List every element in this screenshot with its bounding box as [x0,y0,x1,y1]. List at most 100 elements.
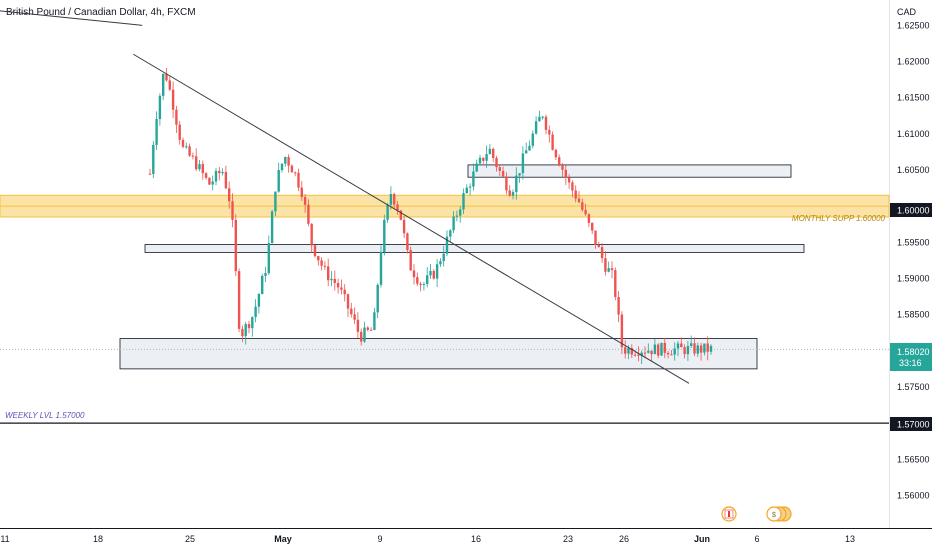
current-price-badge [890,343,932,371]
candle-body [247,324,251,329]
candle-body [577,198,581,203]
candle-body [673,348,676,355]
candle-body [614,270,617,298]
price-tick-label: 1.56000 [897,490,930,500]
candle-body [620,314,624,348]
candle-body [198,164,201,170]
candle-body [531,133,534,146]
candle-body [696,345,699,354]
candle-body [303,196,307,205]
candle-body [676,343,680,349]
candle-body [343,289,346,295]
candle-body [379,251,383,285]
candle-body [422,284,426,286]
candle-body [426,275,429,285]
candle-body [643,352,647,354]
candle-body [647,350,650,353]
candle-body [155,118,158,145]
candle-body [584,209,587,215]
candle-body [610,268,614,271]
candle-body [386,204,389,220]
candle-body [356,319,360,332]
candle-body [346,294,350,309]
candle-body [175,109,178,125]
candle-body [162,73,165,96]
candle-body [666,352,670,355]
candle-body [435,264,439,279]
candle-body [211,181,214,185]
support-box[interactable] [144,244,805,253]
candle-body [564,169,567,178]
candle-body [627,348,630,354]
candle-body [429,270,432,276]
resistance-box[interactable] [467,164,792,178]
candle-body [558,157,561,166]
candle-body [640,352,643,356]
candle-body [680,343,683,348]
candle-body [604,258,607,272]
candle-body [544,116,548,130]
time-tick-label: 25 [185,534,195,544]
candle-body [195,156,198,170]
price-axis[interactable]: 1.62500 1.62000 1.61500 1.61000 1.60500 1.595… [897,20,930,500]
candle-body [412,270,416,278]
candle-body [320,260,323,266]
candles-group [148,68,713,365]
candle-body [300,187,303,197]
candle-body [706,343,709,352]
candle-body [511,192,515,196]
candle-body [244,324,247,337]
candle-body [214,170,218,182]
candle-body [294,172,297,174]
candle-body [485,154,488,161]
candle-body [472,171,475,187]
events-icon[interactable]: $ [766,506,792,522]
time-axis[interactable]: 11 18 25 May 9 16 23 26 Jun 6 13 [0,534,855,544]
candle-body [191,155,195,157]
candle-body [353,314,356,320]
candle-body [287,156,290,166]
candle-body [607,268,610,272]
candle-body [178,124,181,140]
candle-body [188,146,191,156]
candle-body [703,343,706,353]
candle-body [204,173,208,178]
monthly-level-tag [890,203,932,217]
candle-body [254,306,257,318]
candle-body [495,157,498,168]
time-tick-label: 26 [619,534,629,544]
price-tick-label: 1.58500 [897,310,930,320]
candle-body [432,270,435,279]
candle-body [630,348,633,355]
weekly-level-tag-text: 1.57000 [897,420,930,430]
candle-body [323,265,327,267]
candle-body [554,149,558,158]
candle-body [330,278,333,281]
candle-body [515,175,518,193]
candle-body [633,354,637,356]
candle-body [201,164,204,174]
time-tick-label: 18 [93,534,103,544]
candle-body [251,317,254,329]
candle-body [637,354,640,356]
candle-body [158,95,162,119]
candle-body [587,214,591,223]
price-tick-label: 1.61500 [897,93,930,103]
candle-body [670,354,673,356]
descending-trendline[interactable] [133,53,690,384]
candle-body [534,121,538,134]
candle-body [231,201,234,220]
candle-body [597,244,600,248]
candle-body [280,163,284,171]
time-tick-label: 6 [754,534,759,544]
candle-body [439,261,442,265]
canada-flag-icon[interactable] [721,506,737,522]
time-tick-label: 13 [845,534,855,544]
price-tick-label: 1.57500 [897,382,930,392]
price-tick-label: 1.62000 [897,56,930,66]
price-tick-label: 1.59000 [897,273,930,283]
candle-body [261,275,264,295]
upper-trendline[interactable] [0,10,143,26]
candle-body [396,204,399,211]
